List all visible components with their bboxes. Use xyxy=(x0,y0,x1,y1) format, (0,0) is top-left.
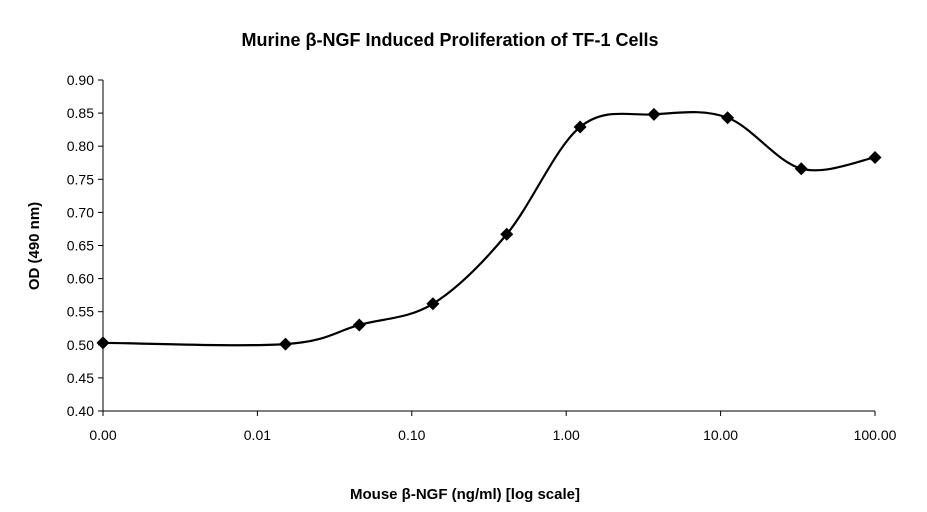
y-tick-label: 0.50 xyxy=(67,337,94,353)
y-tick-label: 0.40 xyxy=(67,403,94,419)
series-markers xyxy=(96,107,882,351)
data-point xyxy=(868,150,882,164)
data-point xyxy=(96,336,110,350)
data-point xyxy=(573,120,587,134)
data-point xyxy=(278,337,292,351)
data-point xyxy=(352,318,366,332)
y-tick-label: 0.55 xyxy=(67,304,94,320)
x-axis-label: Mouse β-NGF (ng/ml) [log scale] xyxy=(350,486,580,503)
x-tick-label: 10.00 xyxy=(703,427,738,443)
y-tick-label: 0.65 xyxy=(67,238,94,254)
y-axis-label: OD (490 nm) xyxy=(26,202,43,290)
data-point xyxy=(426,297,440,311)
x-axis: 0.00 0.01 0.10 1.00 10.00 100.00 xyxy=(89,410,897,443)
x-tick-label: 1.00 xyxy=(553,427,580,443)
data-point xyxy=(721,111,735,125)
y-tick-label: 0.85 xyxy=(67,105,94,121)
y-tick-label: 0.80 xyxy=(67,138,94,154)
x-tick-label: 0.10 xyxy=(398,427,425,443)
x-tick-label: 0.00 xyxy=(89,427,116,443)
y-tick-label: 0.60 xyxy=(67,271,94,287)
y-axis: 0.40 0.45 0.50 0.55 0.60 0.65 0.70 0.75 0.80 0.85… xyxy=(67,72,104,419)
data-point xyxy=(500,227,514,241)
chart-title: Murine β-NGF Induced Proliferation of TF… xyxy=(241,30,658,50)
y-tick-label: 0.70 xyxy=(67,204,94,220)
series-line xyxy=(102,111,876,347)
data-point xyxy=(794,162,808,176)
y-tick-label: 0.45 xyxy=(67,370,94,386)
data-point xyxy=(647,107,661,121)
x-tick-label: 0.01 xyxy=(244,427,271,443)
y-tick-label: 0.75 xyxy=(67,171,94,187)
y-tick-label: 0.90 xyxy=(67,72,94,88)
x-tick-label: 100.00 xyxy=(854,427,897,443)
